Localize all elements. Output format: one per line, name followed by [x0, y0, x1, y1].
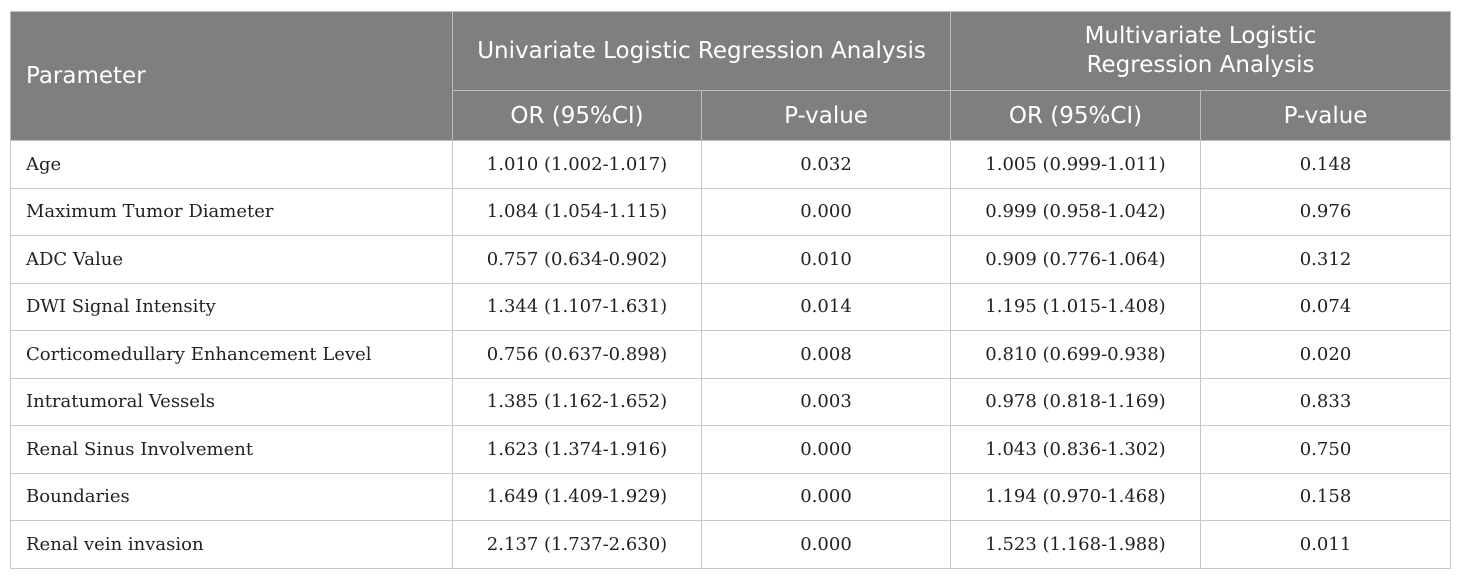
row-parameter: Renal Sinus Involvement	[10, 425, 453, 474]
row-multi-p: 0.750	[1199, 425, 1452, 474]
row-multi-or: 0.810 (0.699-0.938)	[950, 330, 1201, 379]
row-multi-or: 1.195 (1.015-1.408)	[950, 282, 1201, 331]
row-parameter: Boundaries	[10, 472, 453, 521]
row-uni-p: 0.000	[701, 425, 951, 474]
row-uni-p: 0.000	[701, 187, 951, 236]
row-multi-p: 0.833	[1199, 377, 1452, 426]
row-uni-p: 0.000	[701, 472, 951, 521]
row-multi-p: 0.312	[1199, 235, 1452, 284]
row-parameter: ADC Value	[10, 235, 453, 284]
table-row: Boundaries 1.649 (1.409-1.929) 0.000 1.1…	[10, 472, 1452, 521]
row-uni-p: 0.003	[701, 377, 951, 426]
row-parameter: Intratumoral Vessels	[10, 377, 453, 426]
header-univariate: Univariate Logistic Regression Analysis	[452, 11, 951, 91]
header-multi-or-ci: OR (95%CI)	[950, 90, 1201, 141]
regression-table: Parameter Univariate Logistic Regression…	[10, 11, 1452, 569]
row-uni-or: 1.010 (1.002-1.017)	[452, 140, 702, 189]
row-uni-or: 1.649 (1.409-1.929)	[452, 472, 702, 521]
row-multi-or: 1.523 (1.168-1.988)	[950, 520, 1201, 569]
header-uni-p-value: P-value	[701, 90, 951, 141]
row-parameter: Age	[10, 140, 453, 189]
row-multi-or: 0.999 (0.958-1.042)	[950, 187, 1201, 236]
table-row: Intratumoral Vessels 1.385 (1.162-1.652)…	[10, 377, 1452, 426]
header-multivariate-line2: Regression Analysis	[1086, 52, 1315, 78]
row-uni-or: 0.756 (0.637-0.898)	[452, 330, 702, 379]
row-uni-or: 1.344 (1.107-1.631)	[452, 282, 702, 331]
table-row: DWI Signal Intensity 1.344 (1.107-1.631)…	[10, 282, 1452, 331]
row-multi-p: 0.074	[1199, 282, 1452, 331]
row-parameter: Corticomedullary Enhancement Level	[10, 330, 453, 379]
row-multi-or: 0.909 (0.776-1.064)	[950, 235, 1201, 284]
row-multi-p: 0.976	[1199, 187, 1452, 236]
header-multi-p-value: P-value	[1199, 90, 1452, 141]
row-parameter: Maximum Tumor Diameter	[10, 187, 453, 236]
table-row: ADC Value 0.757 (0.634-0.902) 0.010 0.90…	[10, 235, 1452, 284]
row-uni-or: 1.385 (1.162-1.652)	[452, 377, 702, 426]
header-parameter: Parameter	[10, 11, 453, 141]
row-uni-or: 1.084 (1.054-1.115)	[452, 187, 702, 236]
table-row: Renal vein invasion 2.137 (1.737-2.630) …	[10, 520, 1452, 569]
row-uni-p: 0.008	[701, 330, 951, 379]
row-multi-p: 0.158	[1199, 472, 1452, 521]
table-header: Parameter Univariate Logistic Regression…	[10, 11, 1452, 141]
row-multi-or: 1.194 (0.970-1.468)	[950, 472, 1201, 521]
table-body: Age 1.010 (1.002-1.017) 0.032 1.005 (0.9…	[10, 140, 1452, 569]
row-parameter: DWI Signal Intensity	[10, 282, 453, 331]
row-uni-p: 0.010	[701, 235, 951, 284]
row-uni-p: 0.000	[701, 520, 951, 569]
row-multi-p: 0.148	[1199, 140, 1452, 189]
table-row: Maximum Tumor Diameter 1.084 (1.054-1.11…	[10, 187, 1452, 236]
row-multi-p: 0.020	[1199, 330, 1452, 379]
table-row: Renal Sinus Involvement 1.623 (1.374-1.9…	[10, 425, 1452, 474]
row-multi-or: 1.005 (0.999-1.011)	[950, 140, 1201, 189]
row-parameter: Renal vein invasion	[10, 520, 453, 569]
row-multi-or: 1.043 (0.836-1.302)	[950, 425, 1201, 474]
header-uni-or-ci: OR (95%CI)	[452, 90, 702, 141]
row-multi-p: 0.011	[1199, 520, 1452, 569]
row-uni-or: 2.137 (1.737-2.630)	[452, 520, 702, 569]
row-uni-or: 1.623 (1.374-1.916)	[452, 425, 702, 474]
row-uni-or: 0.757 (0.634-0.902)	[452, 235, 702, 284]
table-row: Age 1.010 (1.002-1.017) 0.032 1.005 (0.9…	[10, 140, 1452, 189]
row-uni-p: 0.014	[701, 282, 951, 331]
row-uni-p: 0.032	[701, 140, 951, 189]
row-multi-or: 0.978 (0.818-1.169)	[950, 377, 1201, 426]
table-row: Corticomedullary Enhancement Level 0.756…	[10, 330, 1452, 379]
header-multivariate: Multivariate Logistic Regression Analysi…	[949, 11, 1452, 91]
header-univariate-label: Univariate Logistic Regression Analysis	[477, 37, 926, 64]
header-multivariate-line1: Multivariate Logistic	[1084, 23, 1317, 49]
